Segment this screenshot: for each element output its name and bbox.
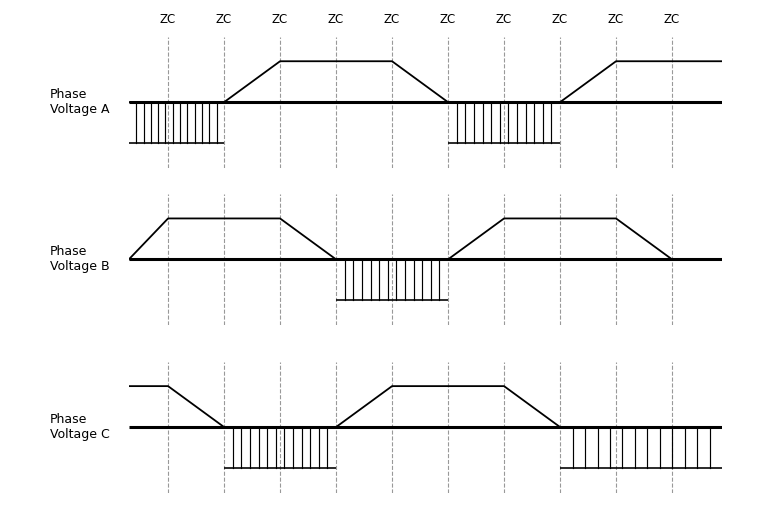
Text: ZC: ZC — [496, 14, 512, 26]
Text: ZC: ZC — [384, 14, 400, 26]
Text: Phase
Voltage A: Phase Voltage A — [50, 88, 109, 116]
Text: ZC: ZC — [272, 14, 288, 26]
Text: ZC: ZC — [328, 14, 344, 26]
Text: Phase
Voltage B: Phase Voltage B — [50, 245, 109, 274]
Text: Phase
Voltage C: Phase Voltage C — [49, 413, 109, 441]
Text: ZC: ZC — [664, 14, 680, 26]
Text: ZC: ZC — [160, 14, 177, 26]
Text: ZC: ZC — [552, 14, 568, 26]
Text: ZC: ZC — [440, 14, 456, 26]
Text: ZC: ZC — [216, 14, 232, 26]
Text: ZC: ZC — [608, 14, 624, 26]
